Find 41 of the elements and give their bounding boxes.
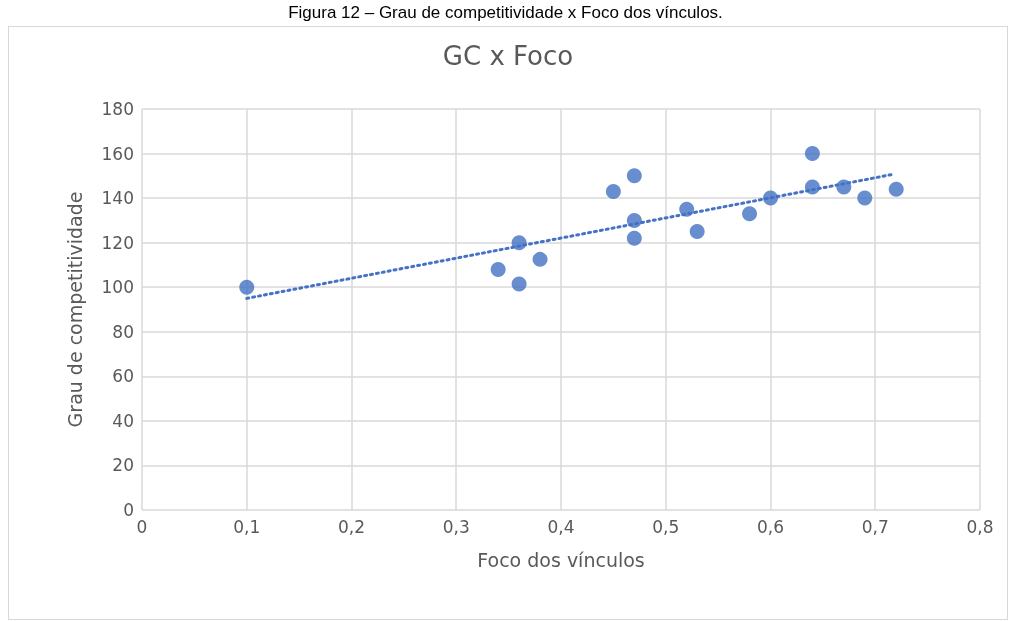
point <box>490 261 506 277</box>
y-tick-label: 180 <box>101 99 134 119</box>
point <box>511 276 527 292</box>
x-tick-label: 0,8 <box>966 516 994 537</box>
x-tick-label: 0,6 <box>756 516 785 537</box>
y-tick-label: 160 <box>101 143 134 164</box>
x-tick-label: 0,2 <box>337 516 366 537</box>
point <box>511 235 527 251</box>
x-axis-title: Foco dos vínculos <box>477 548 645 571</box>
point <box>804 146 820 162</box>
y-tick-label: 60 <box>112 366 134 387</box>
chart-title: GC x Foco <box>442 41 574 71</box>
y-tick-label: 80 <box>112 321 134 342</box>
point <box>857 190 873 206</box>
text: Figura 12 – Grau de competitividade x Foco dos vínculos. <box>287 2 724 24</box>
point <box>605 183 621 199</box>
point <box>626 230 642 246</box>
y-tick-label: 40 <box>112 410 134 431</box>
y-tick-label: 140 <box>101 188 134 209</box>
point <box>239 279 255 295</box>
y-tick-label: 0 <box>123 500 134 520</box>
x-tick-label: 0,1 <box>233 516 261 537</box>
y-axis-title: Grau de competitividade <box>63 191 86 428</box>
x-tick-label: 0,5 <box>652 516 680 537</box>
point <box>689 224 705 240</box>
x-tick-label: 0,3 <box>442 516 470 537</box>
point <box>679 201 695 217</box>
x-tick-label: 0,4 <box>547 516 575 537</box>
point <box>836 179 852 195</box>
point <box>804 179 820 195</box>
x-tick-label: 0,7 <box>861 516 889 537</box>
point <box>888 181 904 197</box>
y-tick-label: 120 <box>101 232 134 253</box>
y-tick-label: 20 <box>112 455 134 476</box>
x-tick-label: 0 <box>136 516 148 537</box>
point <box>763 190 778 206</box>
point <box>626 168 642 184</box>
point <box>532 251 548 267</box>
y-tick-label: 100 <box>101 277 134 298</box>
point <box>742 206 758 222</box>
point <box>626 212 642 228</box>
